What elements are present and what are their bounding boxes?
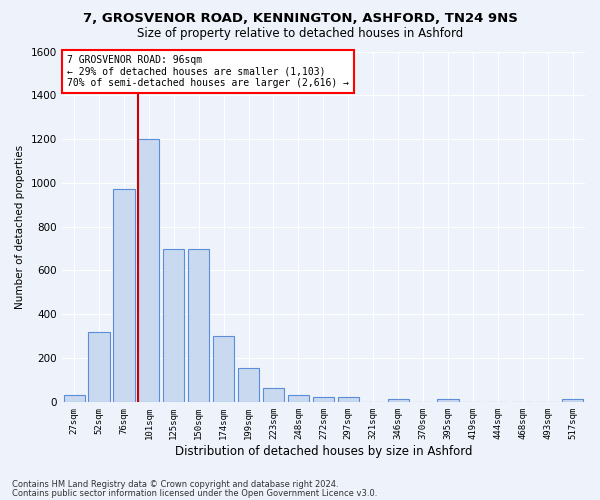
Bar — [113, 190, 134, 402]
Text: Size of property relative to detached houses in Ashford: Size of property relative to detached ho… — [137, 28, 463, 40]
X-axis label: Distribution of detached houses by size in Ashford: Distribution of detached houses by size … — [175, 444, 472, 458]
Bar — [562, 398, 583, 402]
Text: Contains HM Land Registry data © Crown copyright and database right 2024.: Contains HM Land Registry data © Crown c… — [12, 480, 338, 489]
Bar — [288, 396, 309, 402]
Text: Contains public sector information licensed under the Open Government Licence v3: Contains public sector information licen… — [12, 488, 377, 498]
Bar — [313, 398, 334, 402]
Bar — [213, 336, 234, 402]
Bar — [338, 398, 359, 402]
Bar — [437, 398, 458, 402]
Text: 7, GROSVENOR ROAD, KENNINGTON, ASHFORD, TN24 9NS: 7, GROSVENOR ROAD, KENNINGTON, ASHFORD, … — [83, 12, 517, 26]
Bar — [263, 388, 284, 402]
Bar — [88, 332, 110, 402]
Bar — [138, 139, 160, 402]
Bar — [64, 396, 85, 402]
Bar — [238, 368, 259, 402]
Y-axis label: Number of detached properties: Number of detached properties — [15, 144, 25, 308]
Text: 7 GROSVENOR ROAD: 96sqm
← 29% of detached houses are smaller (1,103)
70% of semi: 7 GROSVENOR ROAD: 96sqm ← 29% of detache… — [67, 55, 349, 88]
Bar — [388, 398, 409, 402]
Bar — [188, 248, 209, 402]
Bar — [163, 248, 184, 402]
